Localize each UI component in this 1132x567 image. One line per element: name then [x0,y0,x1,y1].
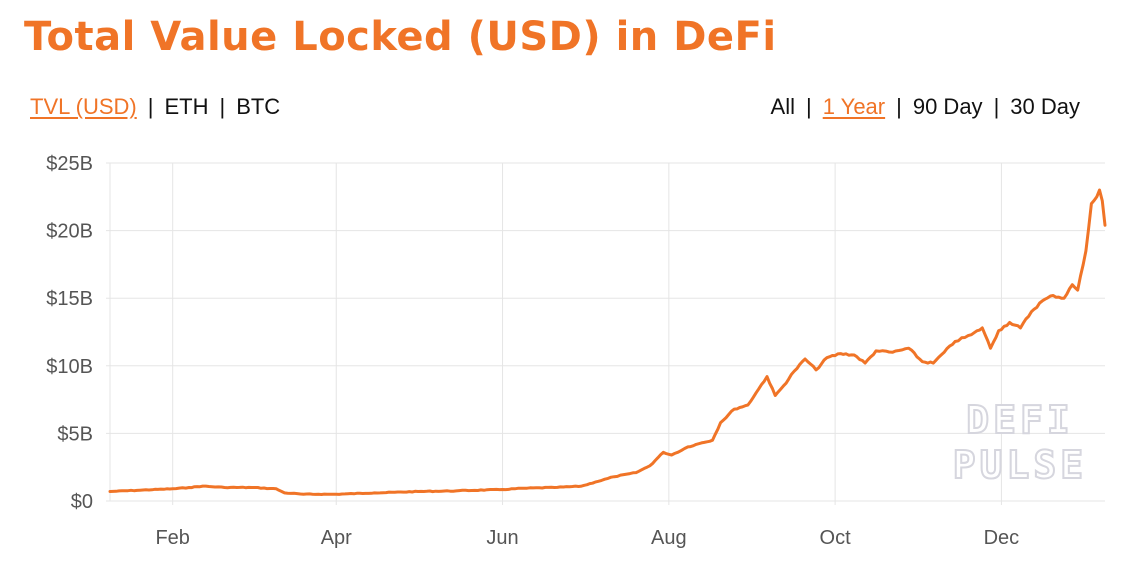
y-tick-label: $20B [46,221,93,243]
metric-option-eth[interactable]: ETH [164,94,209,119]
range-option-90-day[interactable]: 90 Day [912,94,983,119]
metric-option-btc[interactable]: BTC [236,94,281,119]
y-tick-label: $0 [71,491,93,513]
series-line [108,188,1107,496]
grid-lines [106,162,1105,505]
range-option-1-year[interactable]: 1 Year [822,94,886,119]
separator: | [896,94,902,119]
series [108,188,1107,496]
x-tick-label: Dec [984,527,1020,549]
range-option-30-day[interactable]: 30 Day [1010,94,1080,119]
separator: | [806,94,812,119]
x-tick-label: Feb [155,527,189,549]
range-toggle: All | 1 Year | 90 Day | 30 Day [771,94,1080,120]
x-tick-label: Aug [651,527,687,549]
y-tick-label: $25B [46,153,93,175]
separator: | [993,94,1000,119]
y-tick-label: $5B [57,423,93,445]
y-tick-label: $10B [46,356,93,378]
watermark-line-1: DEFI [966,398,1074,442]
separator: | [219,94,226,119]
range-option-all[interactable]: All [770,94,795,119]
y-tick-label: $15B [46,288,93,310]
metric-toggle: TVL (USD) | ETH | BTC [30,94,280,120]
separator: | [147,94,154,119]
x-tick-label: Apr [321,527,352,549]
watermark-line-2: PULSE [953,443,1087,487]
x-tick-label: Oct [820,527,852,549]
metric-option-tvl-usd[interactable]: TVL (USD) [30,94,137,119]
page-title: Total Value Locked (USD) in DeFi [24,14,777,60]
x-tick-label: Jun [486,527,518,549]
axis-labels: $0 $5B $10B $15B $20B $25B Feb Apr Jun Aug Oct Dec [46,153,1019,549]
